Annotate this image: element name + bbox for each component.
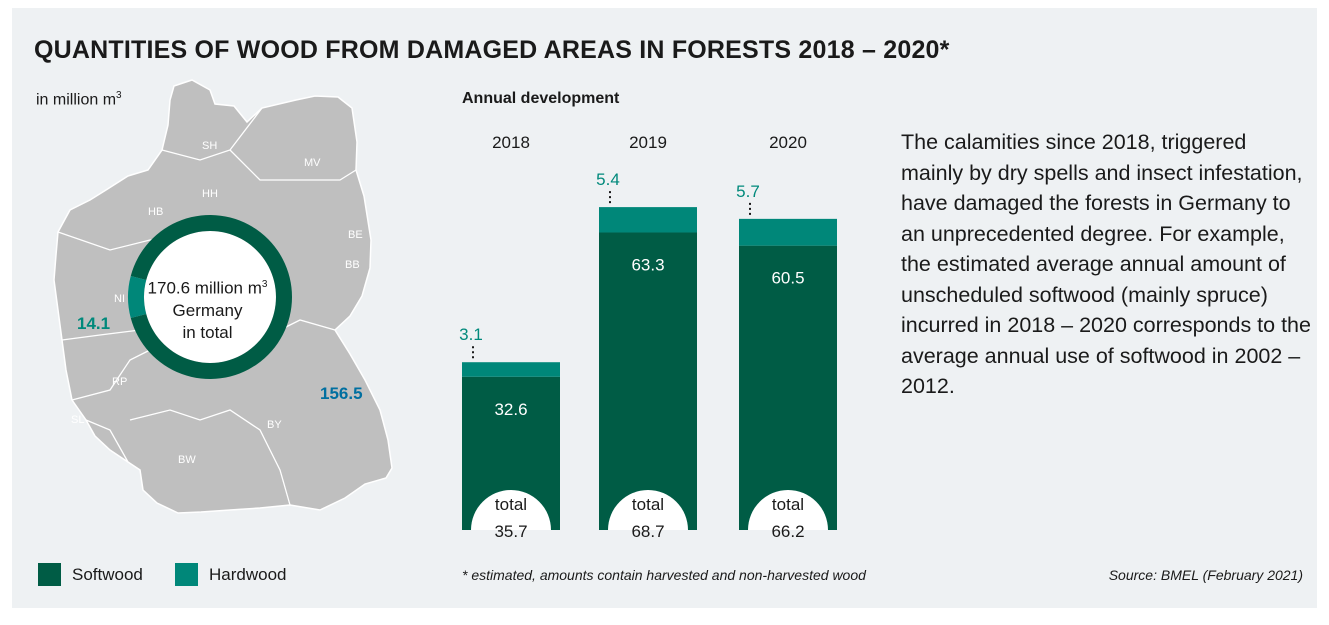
state-label: MV xyxy=(304,157,321,169)
state-label: SL xyxy=(71,414,84,426)
total-value-2020: 66.2 xyxy=(771,522,804,541)
legend-softwood-label: Softwood xyxy=(72,564,143,584)
hardwood-value-2020: 5.7 xyxy=(736,182,760,201)
state-label: NI xyxy=(114,293,125,305)
source-note: Source: BMEL (February 2021) xyxy=(1108,567,1303,583)
total-bubble xyxy=(748,490,828,530)
bar-softwood-2020 xyxy=(739,245,837,530)
state-label: BB xyxy=(345,259,360,271)
softwood-value-2020: 60.5 xyxy=(771,269,804,288)
donut-chart xyxy=(127,214,292,379)
year-label-2018: 2018 xyxy=(492,133,530,152)
bar-softwood-2019 xyxy=(599,232,697,531)
total-value-2018: 35.7 xyxy=(494,522,527,541)
state-label: BY xyxy=(267,419,282,431)
softwood-value-2018: 32.6 xyxy=(494,400,527,419)
hardwood-value-2019: 5.4 xyxy=(596,170,620,189)
state-label: RP xyxy=(112,376,127,388)
total-bubble xyxy=(608,490,688,530)
bar-hardwood-2020 xyxy=(739,218,837,246)
hardwood-value-2018: 3.1 xyxy=(459,325,483,344)
donut-slice-hardwood xyxy=(127,275,147,319)
page-title: QUANTITIES OF WOOD FROM DAMAGED AREAS IN… xyxy=(34,36,950,64)
total-label: total xyxy=(495,495,527,514)
state-label: HH xyxy=(202,188,218,200)
hardwood-swatch xyxy=(175,563,198,586)
donut-center-label: 170.6 million m3 Germany in total xyxy=(147,278,268,342)
annual-development-title: Annual development xyxy=(462,90,620,107)
year-label-2020: 2020 xyxy=(769,133,807,152)
total-label: total xyxy=(772,495,804,514)
bar-hardwood-2018 xyxy=(462,362,560,377)
total-value-2019: 68.7 xyxy=(631,522,664,541)
softwood-value-2019: 63.3 xyxy=(631,255,664,274)
footnote: * estimated, amounts contain harvested a… xyxy=(462,567,866,583)
state-label: SH xyxy=(202,140,217,152)
state-label: HB xyxy=(148,206,163,218)
hardwood-total-label: 14.1 xyxy=(77,314,111,333)
legend-hardwood-label: Hardwood xyxy=(209,564,287,584)
donut-hole xyxy=(144,231,276,363)
bar-hardwood-2019 xyxy=(599,207,697,233)
legend-hardwood: Hardwood xyxy=(175,563,287,586)
total-label: total xyxy=(632,495,664,514)
description-text: The calamities since 2018, triggered mai… xyxy=(901,130,1311,398)
state-labels: SH MV HH HB BE BB NI RP SL BW BY xyxy=(71,140,363,466)
state-label: BW xyxy=(178,454,196,466)
unit-label: in million m3 xyxy=(36,90,122,109)
total-bubble xyxy=(471,490,551,530)
state-label: BE xyxy=(348,229,363,241)
year-label-2019: 2019 xyxy=(629,133,667,152)
softwood-swatch xyxy=(38,563,61,586)
legend-softwood: Softwood xyxy=(38,563,143,586)
softwood-total-label: 156.5 xyxy=(320,384,363,403)
